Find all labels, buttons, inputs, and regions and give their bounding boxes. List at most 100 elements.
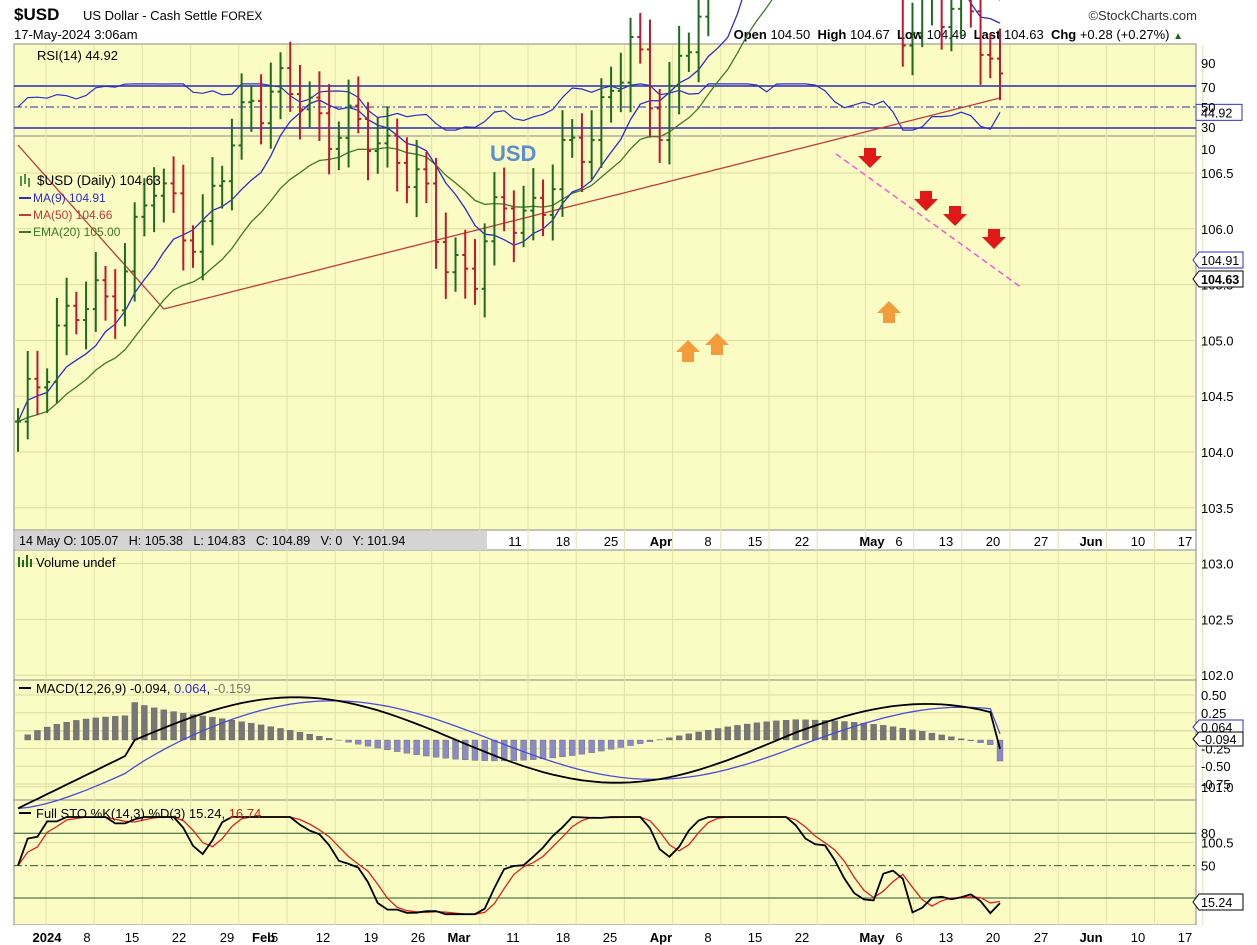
- x-tick-label: 6: [895, 534, 902, 549]
- macd-value-label: -0.094: [1201, 733, 1236, 747]
- macd-histogram-bar: [24, 734, 31, 741]
- sto-axis: 80 50 15.24: [1192, 826, 1244, 911]
- macd-histogram-bar: [617, 739, 624, 748]
- rsi-tick-label: 30: [1201, 120, 1215, 135]
- x-tick-label: 17: [1178, 930, 1192, 945]
- macd-histogram-bar: [714, 728, 722, 741]
- price-bars: [15, 0, 1003, 452]
- sto-tick-label: 80: [1201, 826, 1215, 841]
- macd-histogram-bar: [189, 714, 197, 741]
- x-tick-label: 22: [172, 930, 186, 945]
- macd-histogram-bar: [646, 739, 654, 742]
- x-tick-label: Feb: [252, 930, 275, 945]
- macd-histogram-bar: [812, 719, 819, 741]
- price-tick-label: 100.5: [1201, 836, 1234, 851]
- x-tick-label: 15: [125, 930, 139, 945]
- macd-histogram-bar: [432, 739, 440, 758]
- macd-histogram-bar: [491, 739, 498, 762]
- ma9-line: [17, 0, 1001, 422]
- lower-x-axis-strip: [14, 925, 1196, 945]
- macd-line: [17, 696, 1001, 810]
- sto-d-line: [17, 816, 1001, 915]
- price-tick-label: 103.5: [1201, 501, 1234, 516]
- macd-tick-label: 0.50: [1201, 688, 1226, 703]
- price-tick-label: 104.0: [1201, 445, 1234, 460]
- macd-histogram-bar: [831, 720, 838, 741]
- info-bar: 14 May O: 105.07 H: 105.38 L: 104.83 C: …: [19, 534, 405, 548]
- macd-histogram-bar: [150, 707, 158, 741]
- ma50-line: [17, 97, 1001, 310]
- symbol-title: $USD: [14, 5, 60, 24]
- macd-histogram-bar: [627, 739, 634, 746]
- volume-icon: [18, 555, 32, 567]
- macd-histogram-bar: [442, 739, 449, 759]
- x-axis-upper: 11 18 25 Apr 8 15 22 May 6 13 20 27 Jun 10 17: [508, 534, 1192, 549]
- macd-histogram-bar: [705, 730, 712, 741]
- macd-histogram-bar: [637, 739, 644, 744]
- macd-histogram-bar: [384, 739, 391, 751]
- macd-histogram-bar: [325, 738, 333, 741]
- macd-histogram-bar: [257, 724, 265, 741]
- macd-histogram-bar: [510, 739, 518, 761]
- rsi-tick-label: 10: [1201, 142, 1215, 157]
- watermark: USD: [490, 141, 536, 166]
- x-tick-label: 22: [795, 534, 809, 549]
- x-tick-label: 20: [986, 534, 1000, 549]
- rsi-line: [17, 83, 1001, 131]
- macd-histogram-bar: [180, 712, 187, 741]
- sto-title: Full STO %K(14,3) %D(3) 15.24, 16.74: [36, 806, 261, 821]
- x-tick-label: 17: [1178, 534, 1192, 549]
- x-tick-label: 18: [556, 534, 570, 549]
- macd-histogram-bar: [520, 739, 527, 761]
- macd-histogram-bar: [296, 732, 304, 741]
- price-value-tag: [1192, 270, 1244, 288]
- macd-histogram-bar: [82, 718, 90, 741]
- macd-histogram-bar: [199, 715, 206, 741]
- macd-histogram-bar: [287, 730, 294, 741]
- macd-histogram-bar: [675, 735, 683, 741]
- x-tick-label: 11: [508, 534, 522, 549]
- macd-histogram-bar: [112, 716, 119, 741]
- macd-histogram-bar: [267, 726, 274, 741]
- macd-histogram-bar: [870, 724, 877, 741]
- price-tick-label: 106.5: [1201, 166, 1234, 181]
- x-tick-label: Jun: [1079, 930, 1102, 945]
- x-tick-label: May: [859, 930, 885, 945]
- x-tick-label: 27: [1034, 930, 1048, 945]
- legend-entry: MA(50) 104.66: [33, 208, 113, 222]
- brand-logo[interactable]: ©StockCharts.com: [1088, 8, 1197, 23]
- macd-histogram-bar: [53, 724, 61, 741]
- chart-header: $USD US Dollar - Cash Settle FOREX 17-Ma…: [0, 0, 1257, 44]
- x-tick-label: 8: [83, 930, 90, 945]
- rsi-tick-label: 90: [1201, 56, 1215, 71]
- macd-histogram-bar: [957, 738, 965, 741]
- macd-histogram-bar: [238, 721, 245, 741]
- price-value-label: 104.91: [1201, 254, 1239, 268]
- price-tick-label: 103.0: [1201, 557, 1234, 572]
- macd-histogram-bar: [578, 739, 586, 755]
- legend-entry: $USD (Daily) 104.63: [37, 173, 161, 188]
- ema20-line: [17, 0, 1001, 423]
- price-tick-label: 106.0: [1201, 222, 1234, 237]
- x-tick-label: 11: [506, 930, 520, 945]
- macd-histogram-bar: [355, 739, 362, 745]
- macd-histogram-bar: [364, 739, 372, 747]
- macd-histogram-bar: [530, 739, 537, 760]
- x-tick-label: 6: [895, 930, 902, 945]
- macd-histogram-bar: [938, 734, 945, 741]
- macd-histogram-bar: [763, 721, 770, 741]
- macd-histogram-bar: [559, 739, 566, 758]
- price-tick-label: 102.0: [1201, 668, 1234, 683]
- macd-histogram-bar: [782, 720, 790, 741]
- stochastic-indicator: [14, 816, 1196, 916]
- price-legend: $USD (Daily) 104.63 MA(9) 104.91 MA(50) 10…: [19, 173, 161, 239]
- price-value-tag: [1192, 251, 1244, 269]
- macd-histogram-bar: [588, 739, 595, 753]
- macd-histogram-bar: [880, 725, 887, 741]
- x-tick-label: 26: [411, 930, 425, 945]
- macd-histogram-bar: [928, 732, 936, 741]
- macd-histogram-bar: [228, 719, 236, 741]
- info-bar-bg: [15, 531, 487, 550]
- x-tick-label: 13: [939, 930, 953, 945]
